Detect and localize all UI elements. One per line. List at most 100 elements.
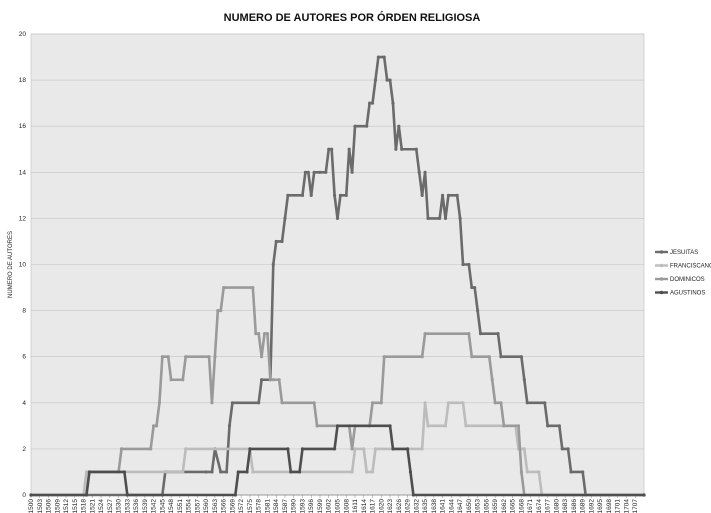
data-point [277, 378, 281, 382]
y-axis-label: NUMERO DE AUTORES [8, 231, 14, 298]
y-tick-label: 2 [22, 446, 26, 453]
data-point [478, 332, 483, 336]
data-point [274, 239, 278, 244]
data-point [522, 378, 526, 382]
data-point [350, 470, 354, 474]
x-tick-label: 1599 [317, 499, 324, 513]
x-tick-label: 1590 [291, 499, 298, 513]
x-tick-label: 1686 [571, 499, 578, 513]
data-point [443, 216, 448, 220]
data-point [440, 193, 445, 197]
data-point [233, 493, 237, 497]
data-point [324, 170, 328, 174]
data-point [426, 216, 430, 220]
data-point [443, 424, 448, 428]
data-point [230, 401, 235, 405]
data-point [154, 424, 159, 428]
data-point [312, 170, 316, 174]
data-point [157, 401, 162, 405]
data-point [516, 424, 521, 428]
data-point [502, 424, 506, 428]
data-point [458, 216, 462, 220]
data-point [461, 262, 465, 267]
data-point [446, 401, 451, 405]
legend: JESUITAS FRANCISCANOS DOMINICOS AGUSTINOS [655, 250, 711, 297]
x-tick-label: 1533 [124, 499, 131, 513]
data-point [470, 355, 474, 359]
data-point [289, 470, 293, 474]
x-tick-label: 1566 [221, 499, 228, 513]
data-point [219, 470, 223, 474]
data-point [350, 447, 354, 451]
data-point [280, 401, 284, 405]
data-point [420, 447, 424, 451]
data-point [560, 447, 564, 451]
data-point [411, 493, 415, 497]
data-point [125, 493, 129, 497]
data-point [216, 309, 220, 313]
data-point [519, 470, 524, 474]
data-point [569, 470, 573, 474]
data-point [332, 447, 337, 451]
data-point [519, 355, 524, 359]
data-point [119, 447, 124, 451]
data-point [581, 470, 585, 474]
y-tick-label: 4 [22, 400, 26, 407]
data-point [499, 401, 503, 405]
x-tick-label: 1518 [81, 499, 88, 513]
data-point [84, 493, 89, 497]
data-point [388, 424, 392, 428]
data-point [227, 424, 232, 428]
x-tick-label: 1683 [562, 499, 569, 513]
x-tick-label: 1584 [273, 499, 280, 513]
data-point [222, 285, 226, 290]
x-tick-label: 1620 [378, 499, 385, 513]
x-tick-label: 1587 [282, 499, 289, 513]
data-point [262, 332, 267, 336]
data-point [257, 401, 261, 405]
data-point [382, 355, 386, 359]
data-point [283, 216, 287, 220]
legend-label: FRANCISCANOS [670, 264, 711, 270]
x-tick-label: 1632 [413, 499, 420, 513]
data-point [525, 401, 529, 405]
data-point [394, 147, 398, 151]
data-point [268, 378, 272, 382]
x-tick-label: 1581 [264, 499, 271, 513]
data-point [300, 193, 305, 197]
data-point [400, 147, 404, 151]
x-tick-label: 1707 [632, 499, 639, 513]
data-point [318, 170, 322, 174]
legend-item: DOMINICOS [655, 277, 705, 283]
x-tick-label: 1617 [370, 499, 377, 513]
x-tick-label: 1527 [107, 499, 114, 513]
x-tick-label: 1596 [308, 499, 315, 513]
data-point [543, 401, 547, 405]
data-point [370, 470, 375, 474]
data-point [184, 447, 188, 451]
x-tick-label: 1554 [186, 499, 193, 513]
x-tick-label: 1695 [597, 499, 604, 513]
x-tick-label: 1605 [335, 499, 342, 513]
x-tick-label: 1509 [54, 499, 61, 513]
legend-marker [659, 250, 664, 254]
x-tick-label: 1512 [63, 499, 70, 513]
data-point [29, 493, 33, 497]
data-point [370, 401, 375, 405]
data-point [251, 285, 255, 290]
data-point [344, 193, 348, 197]
data-point [368, 101, 372, 105]
x-tick-label: 1539 [142, 499, 149, 513]
x-tick-label: 1689 [580, 499, 587, 513]
data-point [417, 170, 421, 174]
data-point [181, 470, 185, 474]
data-point [525, 470, 529, 474]
data-point [306, 170, 310, 174]
data-point [461, 401, 465, 405]
data-point [353, 124, 357, 128]
x-tick-label: 1638 [431, 499, 438, 513]
x-tick-label: 1560 [203, 499, 210, 513]
data-point [245, 470, 249, 474]
x-tick-label: 1668 [518, 499, 525, 513]
y-tick-label: 10 [19, 262, 27, 269]
